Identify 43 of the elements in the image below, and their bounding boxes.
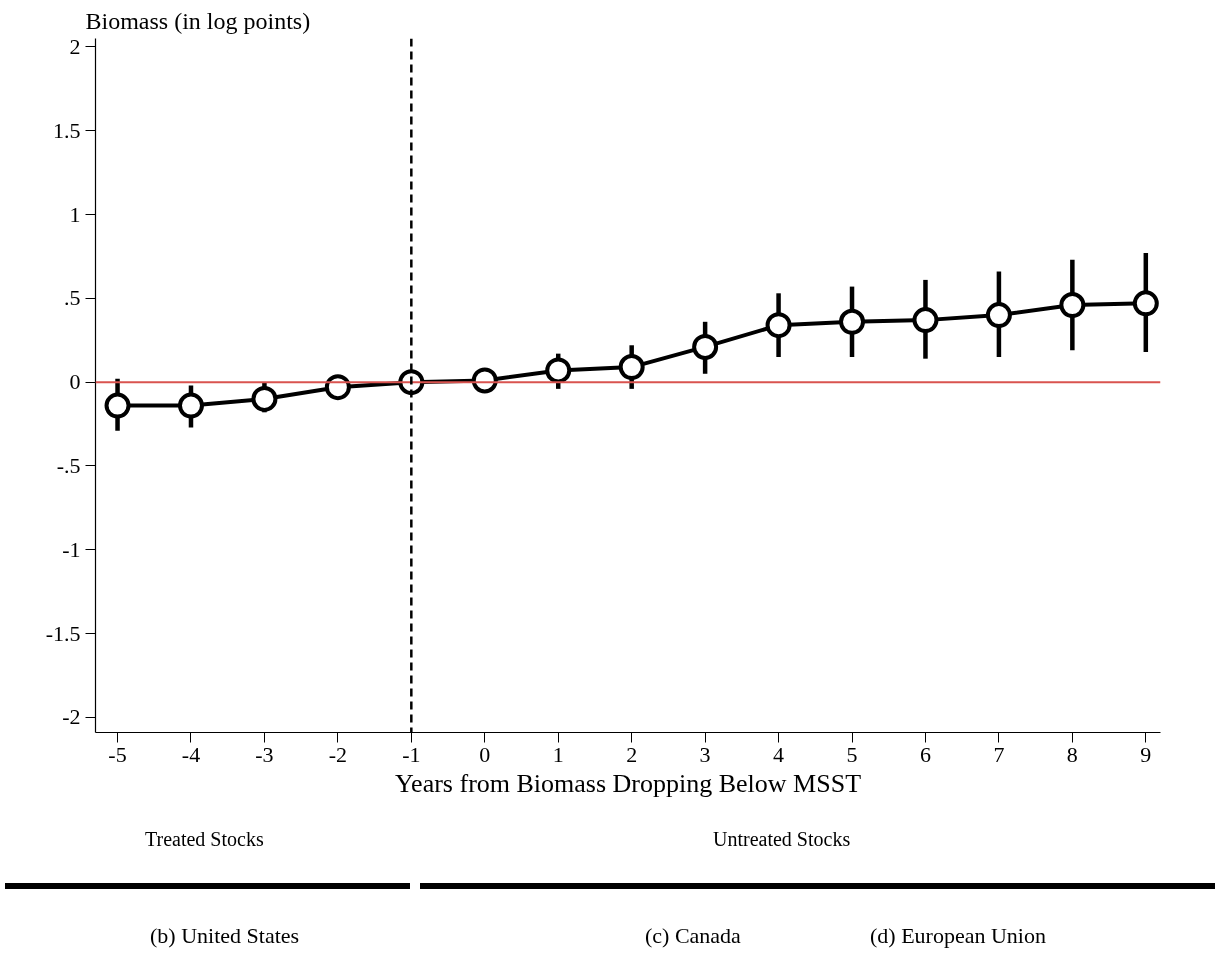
x-tick-label: 1	[552, 741, 564, 767]
x-tick-label: 3	[699, 741, 711, 767]
x-tick-label: 0	[479, 741, 491, 767]
x-tick-label: 8	[1066, 741, 1078, 767]
x-tick-label: -5	[108, 741, 127, 767]
point	[1132, 290, 1159, 317]
y-tick-label: 1	[69, 201, 81, 227]
x-tick-label: 4	[773, 741, 785, 767]
y-tick-label: 2	[69, 33, 81, 59]
text: (d) European Union	[870, 922, 1046, 950]
y-tick-label: 1.5	[53, 117, 81, 143]
text: Treated Stocks	[145, 827, 264, 852]
point	[912, 307, 939, 334]
x-tick-label: -4	[181, 741, 201, 767]
point	[1059, 292, 1086, 319]
text: (c) Canada	[645, 922, 741, 950]
point	[251, 385, 278, 412]
point	[618, 354, 645, 381]
y-tick-label: -.5	[56, 452, 81, 478]
x-tick-label: 6	[919, 741, 931, 767]
point	[545, 357, 572, 384]
x-tick-label: 2	[626, 741, 638, 767]
x-tick-label: -2	[328, 741, 348, 767]
x-tick-label: 5	[846, 741, 858, 767]
x-tick-label: 7	[993, 741, 1005, 767]
y-axis-title: Biomass (in log points)	[85, 7, 311, 34]
point	[177, 392, 204, 419]
text: (b) United States	[150, 922, 300, 950]
y-tick-label: 0	[69, 369, 81, 395]
point	[765, 312, 792, 339]
x-tick-label: 9	[1140, 741, 1152, 767]
point	[692, 333, 719, 360]
x-axis-title: Years from Biomass Dropping Below MSST	[394, 768, 862, 798]
x-tick-label: -3	[255, 741, 274, 767]
y-tick-label: .5	[64, 285, 81, 311]
text: Untreated Stocks	[713, 827, 851, 852]
y-tick-label: -1	[62, 536, 81, 562]
x-tick-label: -1	[402, 741, 421, 767]
point	[839, 308, 866, 335]
point	[985, 302, 1012, 329]
y-tick-label: -1.5	[45, 620, 81, 646]
y-tick-label: -2	[62, 704, 81, 730]
point	[104, 392, 131, 419]
